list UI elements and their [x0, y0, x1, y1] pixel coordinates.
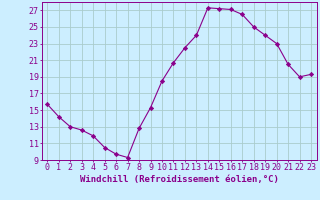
X-axis label: Windchill (Refroidissement éolien,°C): Windchill (Refroidissement éolien,°C): [80, 175, 279, 184]
